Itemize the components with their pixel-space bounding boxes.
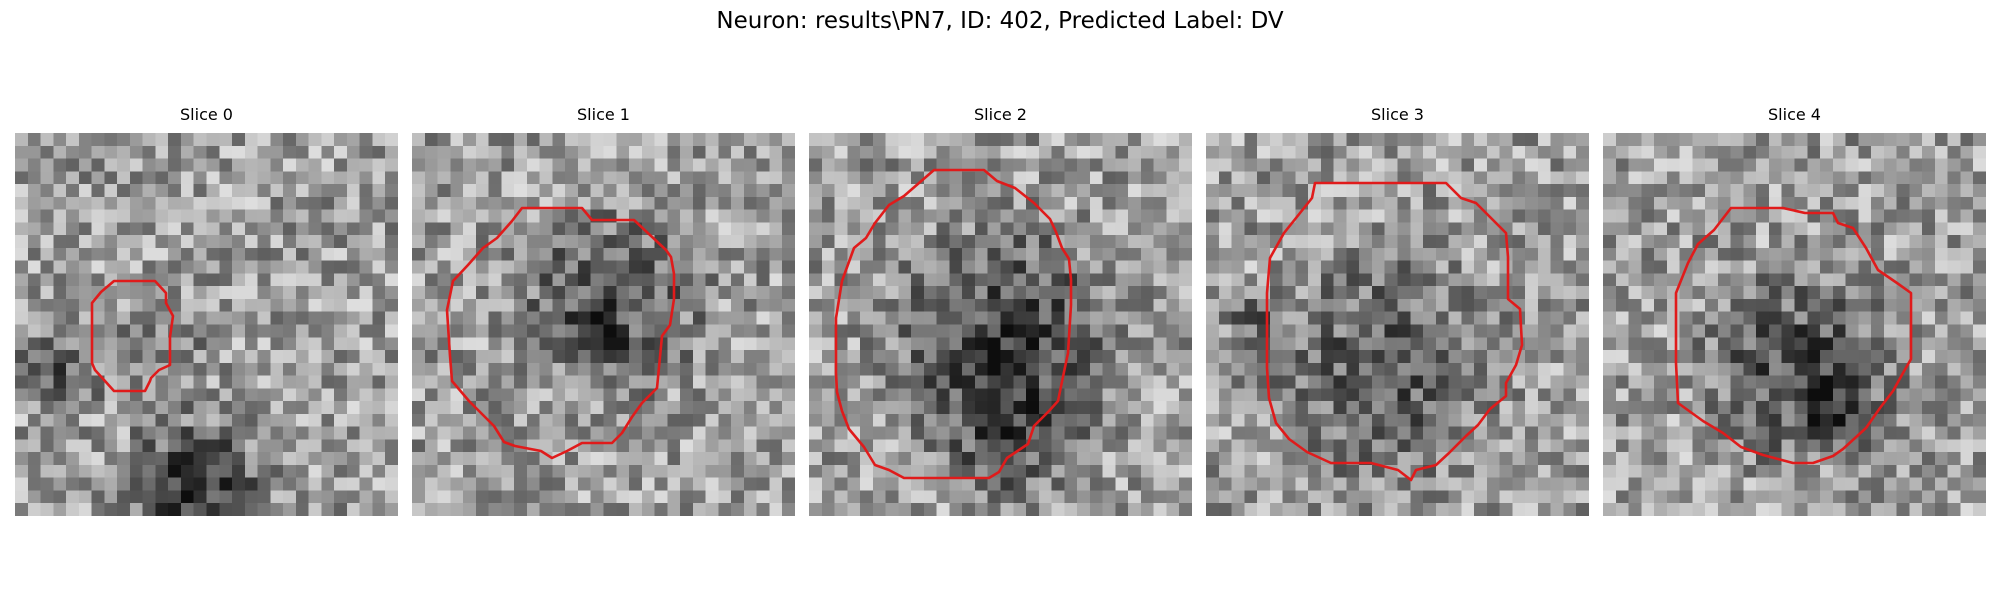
contour-overlay [445,206,676,460]
slice-title: Slice 2 [974,105,1027,124]
slice-panel-2: Slice 2 [809,105,1192,516]
contour-overlay [834,168,1073,480]
contour-overlay [1674,206,1913,465]
contour-overlay [90,279,175,393]
slice-panel-3: Slice 3 [1206,105,1589,516]
grayscale-image [15,133,398,516]
grayscale-image [412,133,795,516]
neuron-contour [445,206,676,460]
contour-overlay [1265,181,1524,482]
slice-title: Slice 3 [1371,105,1424,124]
slice-title: Slice 1 [577,105,630,124]
slice-title: Slice 0 [180,105,233,124]
slice-panel-1: Slice 1 [412,105,795,516]
neuron-contour [1265,181,1524,482]
figure-title: Neuron: results\PN7, ID: 402, Predicted … [716,8,1284,34]
grayscale-image [809,133,1192,516]
neuron-contour [834,168,1073,480]
grayscale-image [1206,133,1589,516]
slice-panel-4: Slice 4 [1603,105,1986,516]
grayscale-image [1603,133,1986,516]
neuron-contour [90,279,175,393]
neuron-contour [1674,206,1913,465]
slice-panel-0: Slice 0 [15,105,398,516]
slice-title: Slice 4 [1768,105,1821,124]
